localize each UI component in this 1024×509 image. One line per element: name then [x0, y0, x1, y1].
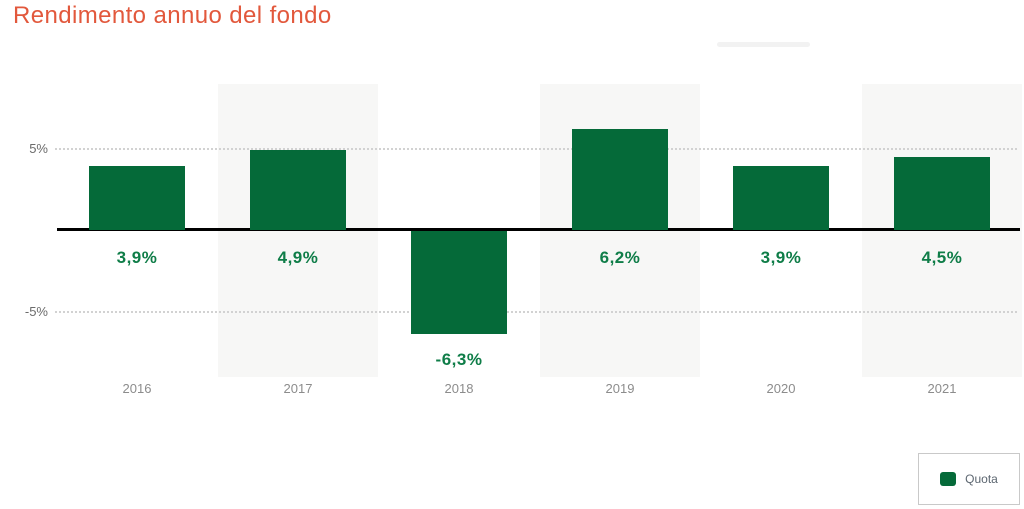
bar-2017[interactable] [250, 150, 346, 230]
gridline-5% [55, 147, 1017, 150]
x-axis-label-2017: 2017 [283, 381, 313, 396]
chart-title: Rendimento annuo del fondo [13, 2, 332, 29]
legend-quota-label: Quota [965, 472, 998, 486]
value-label-2020: 3,9% [760, 248, 802, 267]
bar-2019[interactable] [572, 128, 668, 230]
bar-2018[interactable] [411, 231, 507, 334]
y-tick-label-5%: 5% [29, 140, 48, 156]
bar-2020[interactable] [733, 166, 829, 230]
column-band-2021 [862, 84, 1022, 377]
legend-quota-swatch-icon [940, 472, 957, 486]
bar-2021[interactable] [894, 156, 990, 230]
chart-legend[interactable]: Quota [918, 453, 1020, 505]
column-band-2017 [218, 84, 378, 377]
x-axis-label-2016: 2016 [122, 381, 152, 396]
x-axis-label-2021: 2021 [927, 381, 957, 396]
x-axis-label-2019: 2019 [605, 381, 635, 396]
value-label-2019: 6,2% [599, 248, 641, 267]
gridline--5% [55, 310, 1017, 313]
column-band-2019 [540, 84, 700, 377]
value-label-2021: 4,5% [921, 248, 963, 267]
value-label-2018: -6,3% [435, 350, 483, 369]
y-tick-label--5%: -5% [24, 303, 48, 319]
value-label-2017: 4,9% [277, 248, 319, 267]
x-axis-label-2018: 2018 [444, 381, 474, 396]
zero-axis-line [57, 228, 1020, 231]
bar-2016[interactable] [89, 166, 185, 230]
x-axis-label-2020: 2020 [766, 381, 796, 396]
faded-element [717, 42, 810, 47]
value-label-2016: 3,9% [116, 248, 158, 267]
